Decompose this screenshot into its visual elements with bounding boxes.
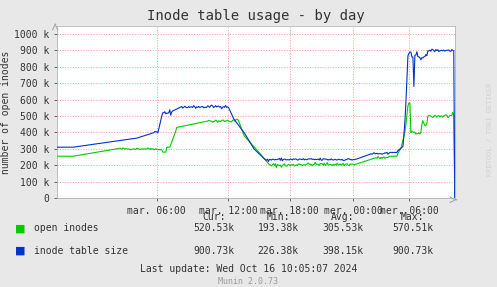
Y-axis label: number of open inodes: number of open inodes <box>1 50 11 174</box>
Text: 900.73k: 900.73k <box>193 246 234 256</box>
Text: ■: ■ <box>15 246 25 256</box>
Text: 570.51k: 570.51k <box>392 223 433 233</box>
Text: 398.15k: 398.15k <box>323 246 363 256</box>
Text: Munin 2.0.73: Munin 2.0.73 <box>219 277 278 286</box>
Text: ■: ■ <box>15 223 25 233</box>
Title: Inode table usage - by day: Inode table usage - by day <box>147 9 365 23</box>
Text: Cur:: Cur: <box>202 212 226 222</box>
Text: Last update: Wed Oct 16 10:05:07 2024: Last update: Wed Oct 16 10:05:07 2024 <box>140 264 357 274</box>
Text: 305.53k: 305.53k <box>323 223 363 233</box>
Text: 520.53k: 520.53k <box>193 223 234 233</box>
Text: 226.38k: 226.38k <box>258 246 299 256</box>
Text: 193.38k: 193.38k <box>258 223 299 233</box>
Text: RRDTOOL / TOBI OETIKER: RRDTOOL / TOBI OETIKER <box>487 82 493 176</box>
Text: Min:: Min: <box>266 212 290 222</box>
Text: Avg:: Avg: <box>331 212 355 222</box>
Text: inode table size: inode table size <box>34 246 128 256</box>
Text: 900.73k: 900.73k <box>392 246 433 256</box>
Text: open inodes: open inodes <box>34 223 98 233</box>
Text: Max:: Max: <box>401 212 424 222</box>
